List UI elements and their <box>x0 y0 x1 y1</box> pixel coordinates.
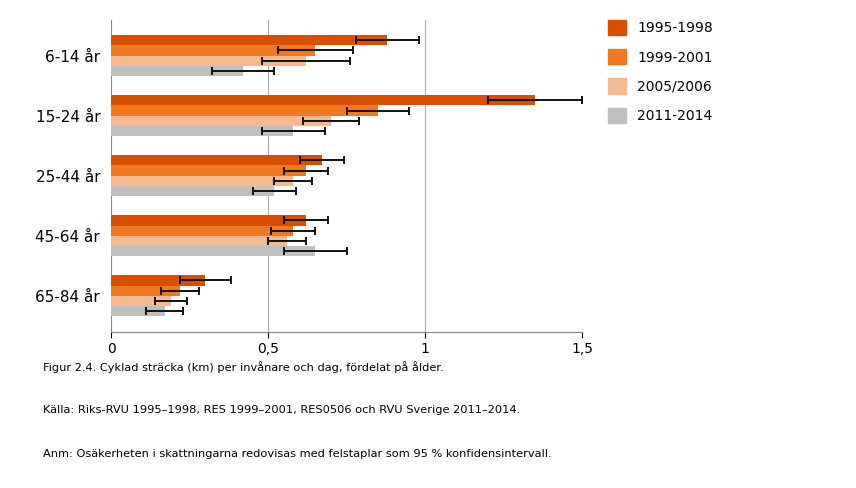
Text: Anm: Osäkerheten i skattningarna redovisas med felstaplar som 95 % konfidensinte: Anm: Osäkerheten i skattningarna redovis… <box>43 449 551 459</box>
Bar <box>111 246 315 256</box>
Bar <box>111 236 287 246</box>
Bar <box>111 155 322 165</box>
Text: Figur 2.4. Cyklad sträcka (km) per invånare och dag, fördelat på ålder.: Figur 2.4. Cyklad sträcka (km) per invån… <box>43 361 443 373</box>
Bar <box>111 306 164 316</box>
Bar <box>111 176 294 186</box>
Bar <box>111 66 243 76</box>
Bar <box>111 56 306 66</box>
Bar <box>111 296 171 306</box>
Bar <box>111 225 294 236</box>
Bar <box>111 215 306 225</box>
Bar <box>111 275 205 285</box>
Text: Källa: Riks-RVU 1995–1998, RES 1999–2001, RES0506 och RVU Sverige 2011–2014.: Källa: Riks-RVU 1995–1998, RES 1999–2001… <box>43 405 520 415</box>
Legend: 1995-1998, 1999-2001, 2005/2006, 2011-2014: 1995-1998, 1999-2001, 2005/2006, 2011-20… <box>608 20 713 123</box>
Bar <box>111 285 181 296</box>
Bar <box>111 165 306 176</box>
Bar <box>111 45 315 56</box>
Bar <box>111 186 275 196</box>
Bar <box>111 126 294 136</box>
Bar <box>111 95 535 105</box>
Bar <box>111 105 378 116</box>
Bar <box>111 35 388 45</box>
Bar <box>111 116 331 126</box>
